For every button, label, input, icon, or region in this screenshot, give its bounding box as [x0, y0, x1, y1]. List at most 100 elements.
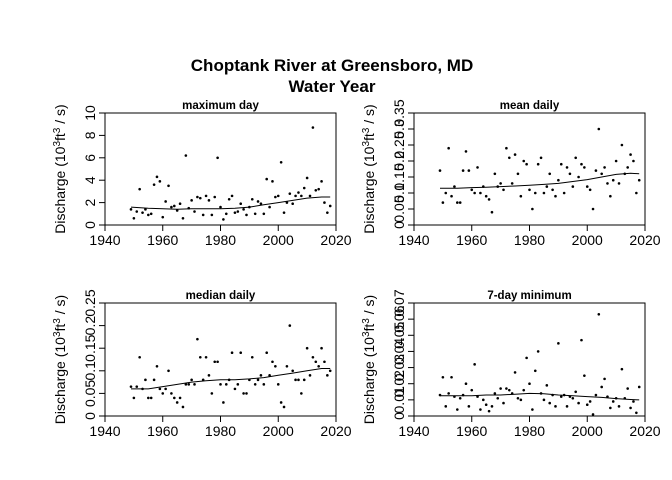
data-point: [585, 403, 589, 407]
data-point: [519, 194, 523, 198]
data-point: [282, 211, 286, 214]
data-point: [510, 182, 514, 185]
data-point: [164, 200, 167, 203]
data-point: [161, 392, 165, 395]
data-point: [326, 211, 329, 214]
data-point: [571, 396, 575, 400]
data-point: [583, 166, 586, 169]
data-point: [502, 188, 505, 192]
data-point: [302, 378, 306, 382]
y-tick-label: 0.15: [82, 334, 98, 361]
data-point: [522, 159, 526, 163]
data-point: [559, 162, 563, 166]
data-point: [210, 392, 214, 395]
data-point: [611, 400, 615, 403]
y-tick-label: 0.05: [82, 380, 98, 407]
data-point: [609, 194, 612, 198]
data-point: [256, 378, 260, 382]
data-point: [138, 355, 141, 359]
data-point: [505, 146, 508, 150]
plot-frame: [104, 302, 337, 417]
data-point: [239, 351, 243, 355]
data-point: [282, 405, 286, 409]
data-point: [253, 383, 257, 386]
x-tick-label: 1980: [205, 423, 236, 439]
data-point: [328, 204, 332, 208]
data-point: [181, 216, 185, 220]
data-point: [245, 392, 248, 395]
y-tick-label: 0.06: [391, 305, 407, 332]
y-tick-label: 0.2: [82, 316, 98, 336]
data-point: [447, 392, 450, 395]
data-point: [606, 395, 609, 398]
data-point: [224, 212, 228, 216]
data-point: [233, 387, 237, 391]
data-point: [591, 413, 595, 416]
data-point: [444, 191, 448, 195]
y-tick-label: 0: [82, 221, 98, 229]
data-point: [536, 350, 540, 353]
data-point: [456, 201, 459, 204]
data-point: [609, 406, 612, 410]
chart-panel: maximum day 1940 1960 1980 2000 2020 0 2 4 6 8 10 Di…: [52, 100, 352, 248]
data-point: [196, 337, 199, 341]
data-point: [161, 215, 165, 219]
x-tick-label: 1960: [456, 423, 487, 439]
data-point: [484, 403, 488, 407]
data-point: [533, 369, 537, 373]
data-point: [311, 126, 315, 129]
data-point: [170, 205, 173, 209]
y-tick-label: 0.07: [391, 289, 407, 316]
data-point: [470, 188, 474, 192]
data-point: [320, 180, 323, 183]
data-point: [516, 396, 520, 400]
data-point: [467, 169, 471, 172]
data-point: [513, 153, 517, 156]
data-point: [167, 369, 170, 373]
data-point: [531, 408, 534, 411]
data-point: [594, 393, 598, 397]
data-point: [141, 211, 144, 214]
trend-line: [440, 172, 640, 189]
data-point: [144, 378, 147, 382]
y-axis-label: Discharge (103ft3 / s): [361, 104, 377, 233]
data-point: [545, 384, 549, 387]
data-point: [311, 355, 315, 359]
data-point: [305, 346, 309, 350]
data-point: [632, 159, 635, 163]
data-point: [513, 371, 517, 374]
data-point: [175, 401, 179, 404]
data-point: [204, 355, 208, 359]
data-point: [271, 180, 274, 183]
data-point: [476, 166, 479, 169]
data-point: [297, 191, 300, 194]
data-point: [479, 191, 482, 195]
data-point: [600, 172, 603, 176]
data-point: [314, 188, 318, 192]
x-tick-label: 2020: [320, 423, 351, 439]
data-point: [236, 383, 240, 386]
data-point: [600, 385, 603, 389]
y-tick-label: 0.1: [82, 361, 98, 381]
data-point: [256, 200, 260, 203]
data-point: [207, 199, 211, 202]
x-tick-label: 2020: [320, 232, 351, 248]
y-tick-label: 0.02: [391, 370, 407, 397]
data-point: [453, 185, 456, 188]
y-tick-label: 0: [391, 221, 407, 229]
data-point: [496, 396, 500, 400]
data-point: [629, 153, 632, 156]
y-tick-label: 0.05: [391, 195, 407, 222]
data-point: [149, 396, 153, 400]
data-point: [305, 176, 309, 180]
data-point: [198, 196, 202, 200]
y-tick-label: 0.25: [391, 131, 407, 158]
data-point: [178, 396, 182, 400]
data-point: [588, 188, 592, 192]
data-point: [265, 351, 269, 355]
data-point: [302, 186, 306, 190]
data-point: [557, 178, 560, 182]
data-point: [635, 411, 638, 415]
data-point: [193, 210, 196, 213]
data-point: [300, 194, 303, 198]
